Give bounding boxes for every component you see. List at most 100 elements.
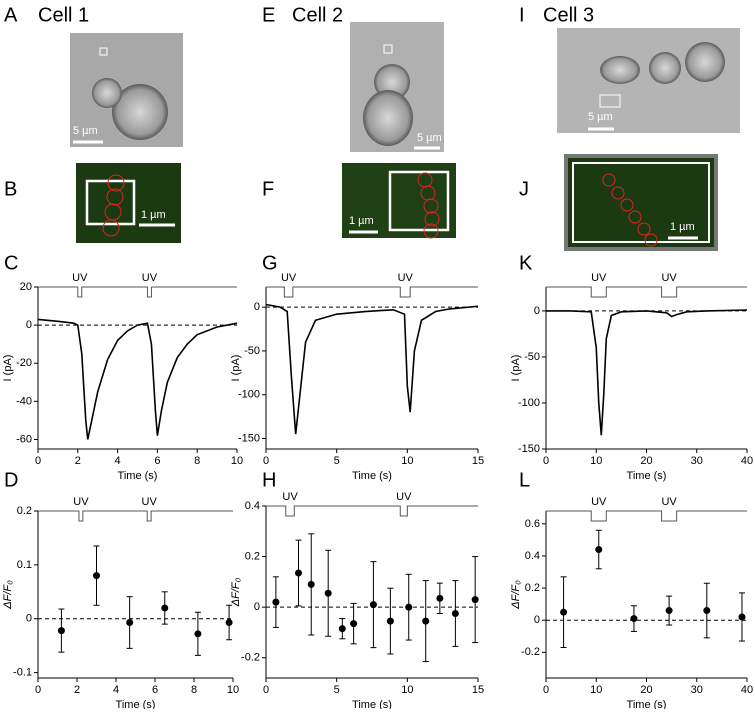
data-point xyxy=(560,608,568,616)
current-trace xyxy=(37,318,238,440)
x-tick-label: 8 xyxy=(194,455,200,467)
x-tick-label: 10 xyxy=(590,455,602,467)
current-trace xyxy=(265,303,479,435)
cell-title: Cell 2 xyxy=(292,4,343,26)
scale-bar-label: 5 µm xyxy=(73,125,98,137)
y-tick-label: 0.6 xyxy=(525,518,540,530)
panel-letter: J xyxy=(519,178,529,200)
current-trace xyxy=(546,309,748,436)
x-tick-label: 20 xyxy=(640,455,652,467)
x-tick-label: 0 xyxy=(543,684,549,696)
data-point xyxy=(405,603,413,611)
y-tick-label: 0 xyxy=(26,613,32,625)
stimulus-trace xyxy=(266,505,478,517)
panel-letter: L xyxy=(519,469,530,491)
data-point xyxy=(595,546,603,554)
data-point xyxy=(386,617,394,625)
data-point xyxy=(471,596,479,604)
y-tick-label: -50 xyxy=(244,345,260,357)
image-i xyxy=(557,28,740,133)
stim-label: UV xyxy=(281,272,297,284)
stim-label: UV xyxy=(661,496,677,508)
y-tick-label: 20 xyxy=(20,281,32,293)
scale-bar-label: 1 µm xyxy=(670,221,695,233)
x-tick-label: 10 xyxy=(401,684,413,696)
data-point xyxy=(57,627,65,635)
y-axis-label: I (pA) xyxy=(2,355,14,382)
y-tick-label: 0.4 xyxy=(245,500,260,512)
y-tick-label: 0 xyxy=(26,319,32,331)
data-point xyxy=(665,607,673,615)
cell-title: Cell 3 xyxy=(543,4,594,26)
y-tick-label: -0.1 xyxy=(13,667,32,679)
x-tick-label: 15 xyxy=(472,455,484,467)
x-tick-label: 10 xyxy=(401,455,413,467)
x-tick-label: 10 xyxy=(590,684,602,696)
y-axis-label: I (pA) xyxy=(510,355,522,382)
image-b xyxy=(76,163,181,243)
x-tick-label: 40 xyxy=(741,455,753,467)
y-axis-label: ΔF/F₀ xyxy=(510,580,522,610)
y-tick-label: 0.4 xyxy=(525,550,540,562)
x-tick-label: 4 xyxy=(113,684,119,696)
panel-letter: C xyxy=(4,252,18,274)
y-tick-label: 0.2 xyxy=(245,550,260,562)
x-tick-label: 8 xyxy=(191,684,197,696)
data-point xyxy=(738,613,746,621)
x-tick-label: 6 xyxy=(154,455,160,467)
y-tick-label: -100 xyxy=(518,397,540,409)
panel-letter: G xyxy=(262,252,278,274)
data-point xyxy=(307,580,315,588)
x-axis-label: Time (s) xyxy=(352,470,392,482)
x-tick-label: 0 xyxy=(263,455,269,467)
panel-letter: D xyxy=(4,469,18,491)
x-tick-label: 30 xyxy=(691,684,703,696)
panel-letter: K xyxy=(519,252,533,274)
y-tick-label: -0.2 xyxy=(241,652,260,664)
x-tick-label: 2 xyxy=(75,455,81,467)
y-axis-label: ΔF/F₀ xyxy=(2,580,14,610)
data-point xyxy=(451,610,459,617)
data-point xyxy=(126,619,134,627)
panel-letter: E xyxy=(262,4,275,26)
stim-label: UV xyxy=(142,496,158,508)
x-axis-label: Time (s) xyxy=(627,470,667,482)
stimulus-trace xyxy=(266,286,478,298)
y-tick-label: -20 xyxy=(16,357,32,369)
image-e xyxy=(350,22,444,152)
x-tick-label: 10 xyxy=(227,684,239,696)
y-tick-label: -60 xyxy=(16,433,32,445)
x-tick-label: 0 xyxy=(35,455,41,467)
data-point xyxy=(295,569,303,577)
y-tick-label: 0.2 xyxy=(17,505,32,517)
stim-label: UV xyxy=(591,272,607,284)
data-point xyxy=(272,598,280,606)
image-j xyxy=(564,154,718,251)
y-tick-label: -150 xyxy=(518,443,540,455)
y-tick-label: 0 xyxy=(534,614,540,626)
data-point xyxy=(369,601,377,609)
stim-label: UV xyxy=(73,496,89,508)
data-point xyxy=(436,594,444,602)
x-axis-label: Time (s) xyxy=(352,699,392,709)
y-tick-label: 0 xyxy=(534,305,540,317)
stim-label: UV xyxy=(72,272,88,284)
panel-letter: B xyxy=(4,178,17,200)
data-point xyxy=(703,607,711,615)
x-axis-label: Time (s) xyxy=(627,699,667,709)
x-tick-label: 15 xyxy=(472,684,484,696)
cell-title: Cell 1 xyxy=(38,4,89,26)
y-tick-label: -150 xyxy=(238,432,260,444)
x-axis-label: Time (s) xyxy=(116,699,156,709)
x-tick-label: 30 xyxy=(691,455,703,467)
x-tick-label: 5 xyxy=(334,455,340,467)
panel-letter: A xyxy=(4,4,18,26)
image-f xyxy=(342,163,456,239)
data-point xyxy=(324,589,332,597)
panel-letter: H xyxy=(262,469,276,491)
data-point xyxy=(93,572,100,580)
y-tick-label: 0.1 xyxy=(17,559,32,571)
x-tick-label: 2 xyxy=(74,684,80,696)
data-point xyxy=(350,620,358,628)
